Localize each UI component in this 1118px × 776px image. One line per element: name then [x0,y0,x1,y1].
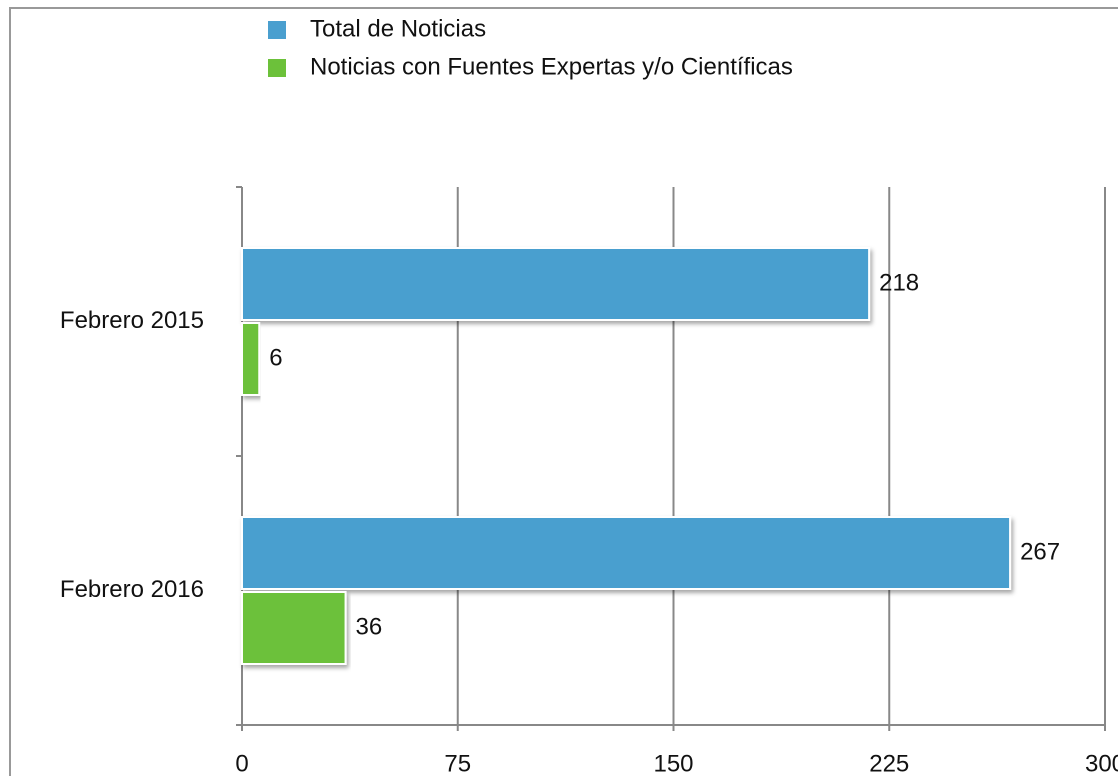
data-label: 6 [269,344,282,371]
y-tick-label: Febrero 2015 [60,307,204,334]
x-tick-label: 150 [653,750,693,776]
bar [241,322,261,396]
data-label: 267 [1020,538,1060,565]
legend-label: Noticias con Fuentes Expertas y/o Cientí… [310,53,793,80]
x-tick-label: 75 [444,750,471,776]
x-tick-label: 225 [869,750,909,776]
x-tick-label: 0 [235,750,248,776]
bar [241,591,347,665]
legend-label: Total de Noticias [310,15,486,42]
legend-swatch [268,21,286,39]
bar [241,247,871,321]
chart-frame [9,7,1118,776]
y-tick-label: Febrero 2016 [60,576,204,603]
bar [241,516,1012,590]
data-label: 36 [356,613,383,640]
legend-swatch [268,59,286,77]
x-tick-label: 300 [1085,750,1118,776]
data-label: 218 [879,269,919,296]
